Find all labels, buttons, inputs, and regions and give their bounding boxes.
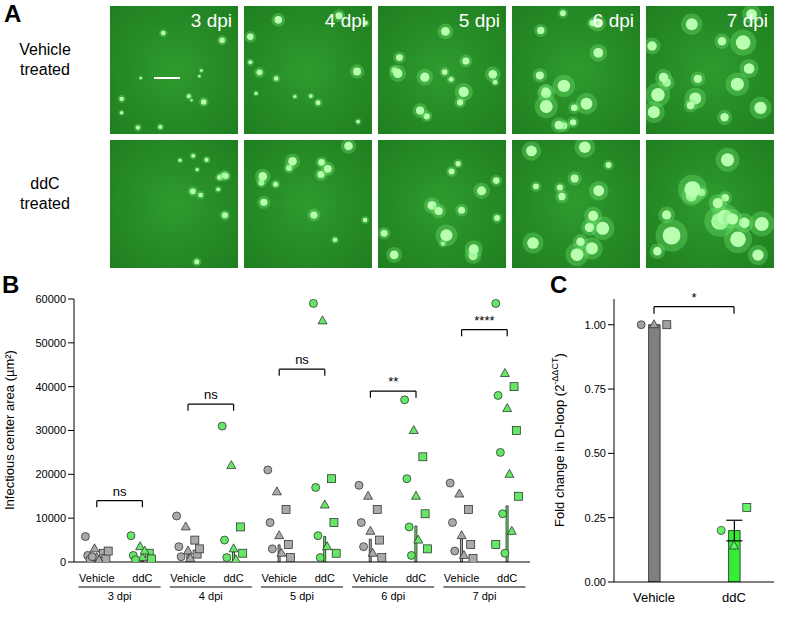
svg-text:Vehicle: Vehicle: [170, 572, 205, 584]
html-text:7 dpi: 7 dpi: [726, 10, 768, 31]
svg-text:ddC: ddC: [497, 572, 517, 584]
svg-text:ns: ns: [204, 387, 218, 402]
html-text:Fold change in D-loop (2: Fold change in D-loop (2: [552, 385, 568, 528]
svg-text:Vehicle: Vehicle: [633, 590, 675, 605]
svg-text:Vehicle: Vehicle: [79, 572, 114, 584]
svg-text:ns: ns: [113, 484, 127, 499]
svg-text:Vehicle: Vehicle: [353, 572, 388, 584]
html-text:ddC treated: ddC treated: [20, 175, 70, 212]
html-text:5 dpi: 5 dpi: [458, 10, 500, 31]
svg-text:ns: ns: [295, 352, 309, 367]
html-text:4 dpi: 4 dpi: [324, 10, 366, 31]
svg-text:30000: 30000: [35, 424, 66, 436]
svg-text:6 dpi: 6 dpi: [381, 590, 405, 602]
html-text:3 dpi: 3 dpi: [190, 10, 232, 31]
svg-text:0.50: 0.50: [585, 447, 606, 459]
svg-text:ddC: ddC: [315, 572, 335, 584]
svg-text:50000: 50000: [35, 337, 66, 349]
svg-text:3 dpi: 3 dpi: [108, 590, 132, 602]
svg-text:20000: 20000: [35, 468, 66, 480]
svg-text:ddC: ddC: [224, 572, 244, 584]
svg-text:60000: 60000: [35, 293, 66, 305]
svg-text:**: **: [388, 374, 398, 389]
svg-text:10000: 10000: [35, 512, 66, 524]
svg-text:4 dpi: 4 dpi: [199, 590, 223, 602]
svg-text:ddC: ddC: [722, 590, 746, 605]
svg-text:1.00: 1.00: [585, 319, 606, 331]
html-text:-ΔΔCT: -ΔΔCT: [550, 358, 560, 385]
html-text:Vehicle treated: Vehicle treated: [19, 41, 71, 78]
svg-text:ddC: ddC: [406, 572, 426, 584]
svg-text:*: *: [691, 290, 696, 305]
html-text:6 dpi: 6 dpi: [592, 10, 634, 31]
html-text:C: C: [550, 271, 568, 298]
svg-text:****: ****: [474, 313, 494, 328]
svg-text:0.25: 0.25: [585, 512, 606, 524]
html-text:B: B: [2, 271, 20, 298]
svg-text:Vehicle: Vehicle: [261, 572, 296, 584]
svg-text:40000: 40000: [35, 381, 66, 393]
svg-text:7 dpi: 7 dpi: [472, 590, 496, 602]
svg-text:0.00: 0.00: [585, 576, 606, 588]
svg-text:5 dpi: 5 dpi: [290, 590, 314, 602]
html-text:A: A: [4, 0, 22, 27]
html-text:Infectious center area (µm²): Infectious center area (µm²): [2, 350, 17, 511]
svg-text:ddC: ddC: [132, 572, 152, 584]
svg-text:0: 0: [60, 556, 66, 568]
svg-text:0.75: 0.75: [585, 383, 606, 395]
svg-text:Vehicle: Vehicle: [444, 572, 479, 584]
